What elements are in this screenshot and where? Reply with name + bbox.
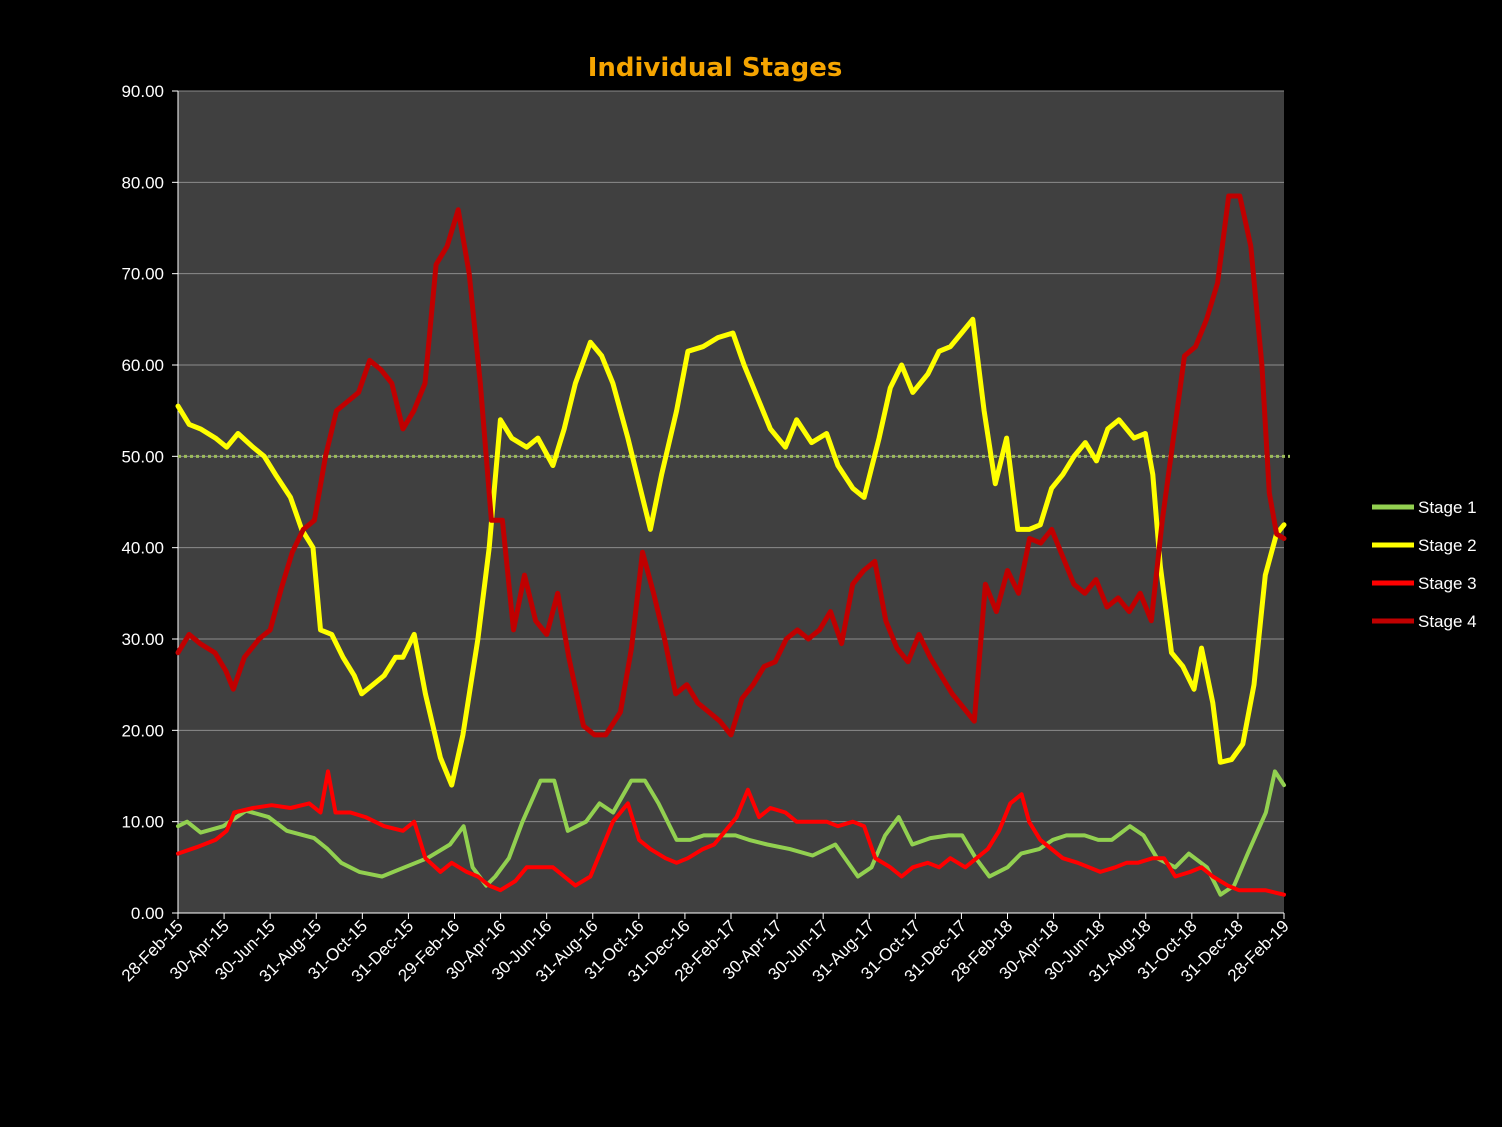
series-line-stage-1 <box>176 769 1286 897</box>
chart-title: Individual Stages <box>588 53 843 83</box>
plot-area <box>178 91 1284 913</box>
y-tick-label: 80.00 <box>121 173 164 192</box>
y-axis: 0.00 10.00 20.00 30.00 40.00 50.00 60.00 70.00 8… <box>121 82 1284 923</box>
y-tick-label: 0.00 <box>131 904 164 923</box>
y-tick-label: 20.00 <box>121 721 164 740</box>
legend-label: Stage 4 <box>1418 612 1477 631</box>
legend: Stage 1 Stage 2 Stage 3 Stage 4 <box>1372 498 1477 631</box>
x-axis: 28-Feb-1530-Apr-1530-Jun-1531-Aug-1531-O… <box>118 913 1293 986</box>
legend-label: Stage 3 <box>1418 574 1477 593</box>
y-tick-label: 10.00 <box>121 813 164 832</box>
series-line-stage-4 <box>175 193 1287 738</box>
y-tick-label: 30.00 <box>121 630 164 649</box>
y-tick-label: 40.00 <box>121 539 164 558</box>
y-tick-label: 50.00 <box>121 447 164 466</box>
series-line-stage-3 <box>176 769 1286 897</box>
y-tick-label: 60.00 <box>121 356 164 375</box>
y-tick-label: 90.00 <box>121 82 164 101</box>
series-lines <box>175 193 1287 897</box>
legend-label: Stage 2 <box>1418 536 1477 555</box>
series-line-stage-2 <box>175 316 1287 788</box>
y-tick-label: 70.00 <box>121 265 164 284</box>
legend-label: Stage 1 <box>1418 498 1477 517</box>
